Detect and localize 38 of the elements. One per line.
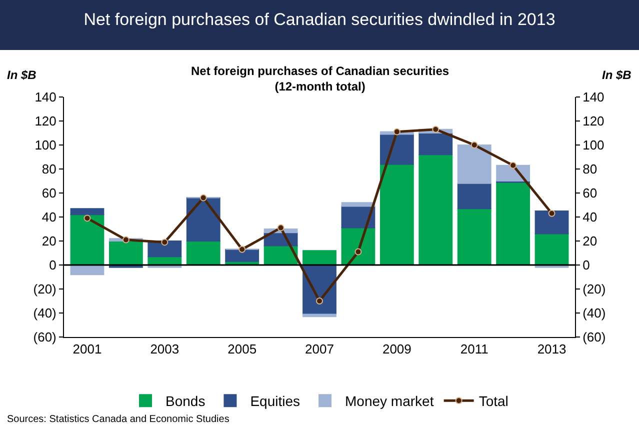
x-tick-label: 2001	[72, 342, 102, 357]
y-axis-title: In $B	[7, 68, 37, 82]
legend-label: Total	[478, 393, 508, 410]
y2-tick-label: 0	[582, 258, 590, 273]
x-tick-label: 2013	[537, 342, 566, 357]
y-tick-label: 140	[34, 90, 56, 105]
y-tick-label: 100	[34, 138, 56, 153]
x-tick-label: 2007	[305, 342, 334, 357]
y2-tick-label: (60)	[582, 330, 606, 345]
y2-tick-label: (20)	[582, 282, 606, 297]
y-tick-label: 40	[42, 210, 56, 225]
chart-subtitle: Net foreign purchases of Canadian securities (12-month total)	[191, 64, 450, 94]
y2-tick-label: 80	[582, 162, 598, 177]
legend-label: Money market	[345, 393, 434, 410]
source-note: Sources: Statistics Canada and Economic Studies	[7, 414, 230, 425]
y-tick-label: 0	[49, 258, 56, 273]
y2-tick-label: 60	[582, 186, 598, 201]
y-tick-label: (20)	[33, 282, 56, 297]
x-tick-label: 2011	[460, 342, 488, 357]
y2-tick-label: 120	[582, 114, 604, 129]
y-tick-label: 80	[42, 162, 56, 177]
y-tick-label: (40)	[33, 306, 56, 321]
x-tick-label: 2009	[382, 342, 412, 357]
x-tick-label: 2005	[228, 342, 257, 357]
legend-label: Bonds	[166, 393, 206, 410]
x-tick-label: 2003	[150, 342, 180, 357]
y-tick-label: 120	[34, 114, 56, 129]
y-tick-label: 60	[42, 186, 56, 201]
y-tick-label: (60)	[33, 330, 56, 345]
legend-label: Equities	[250, 393, 300, 410]
y2-axis-title: In $B	[602, 68, 632, 82]
y2-tick-label: 100	[582, 138, 604, 153]
y2-tick-label: (40)	[582, 306, 606, 321]
y2-tick-label: 140	[582, 90, 604, 105]
chart-title: Net foreign purchases of Canadian securities dwindled in 2013	[84, 10, 556, 29]
y2-tick-label: 40	[582, 210, 598, 225]
y-tick-label: 20	[42, 234, 56, 249]
y2-tick-label: 20	[582, 234, 598, 249]
